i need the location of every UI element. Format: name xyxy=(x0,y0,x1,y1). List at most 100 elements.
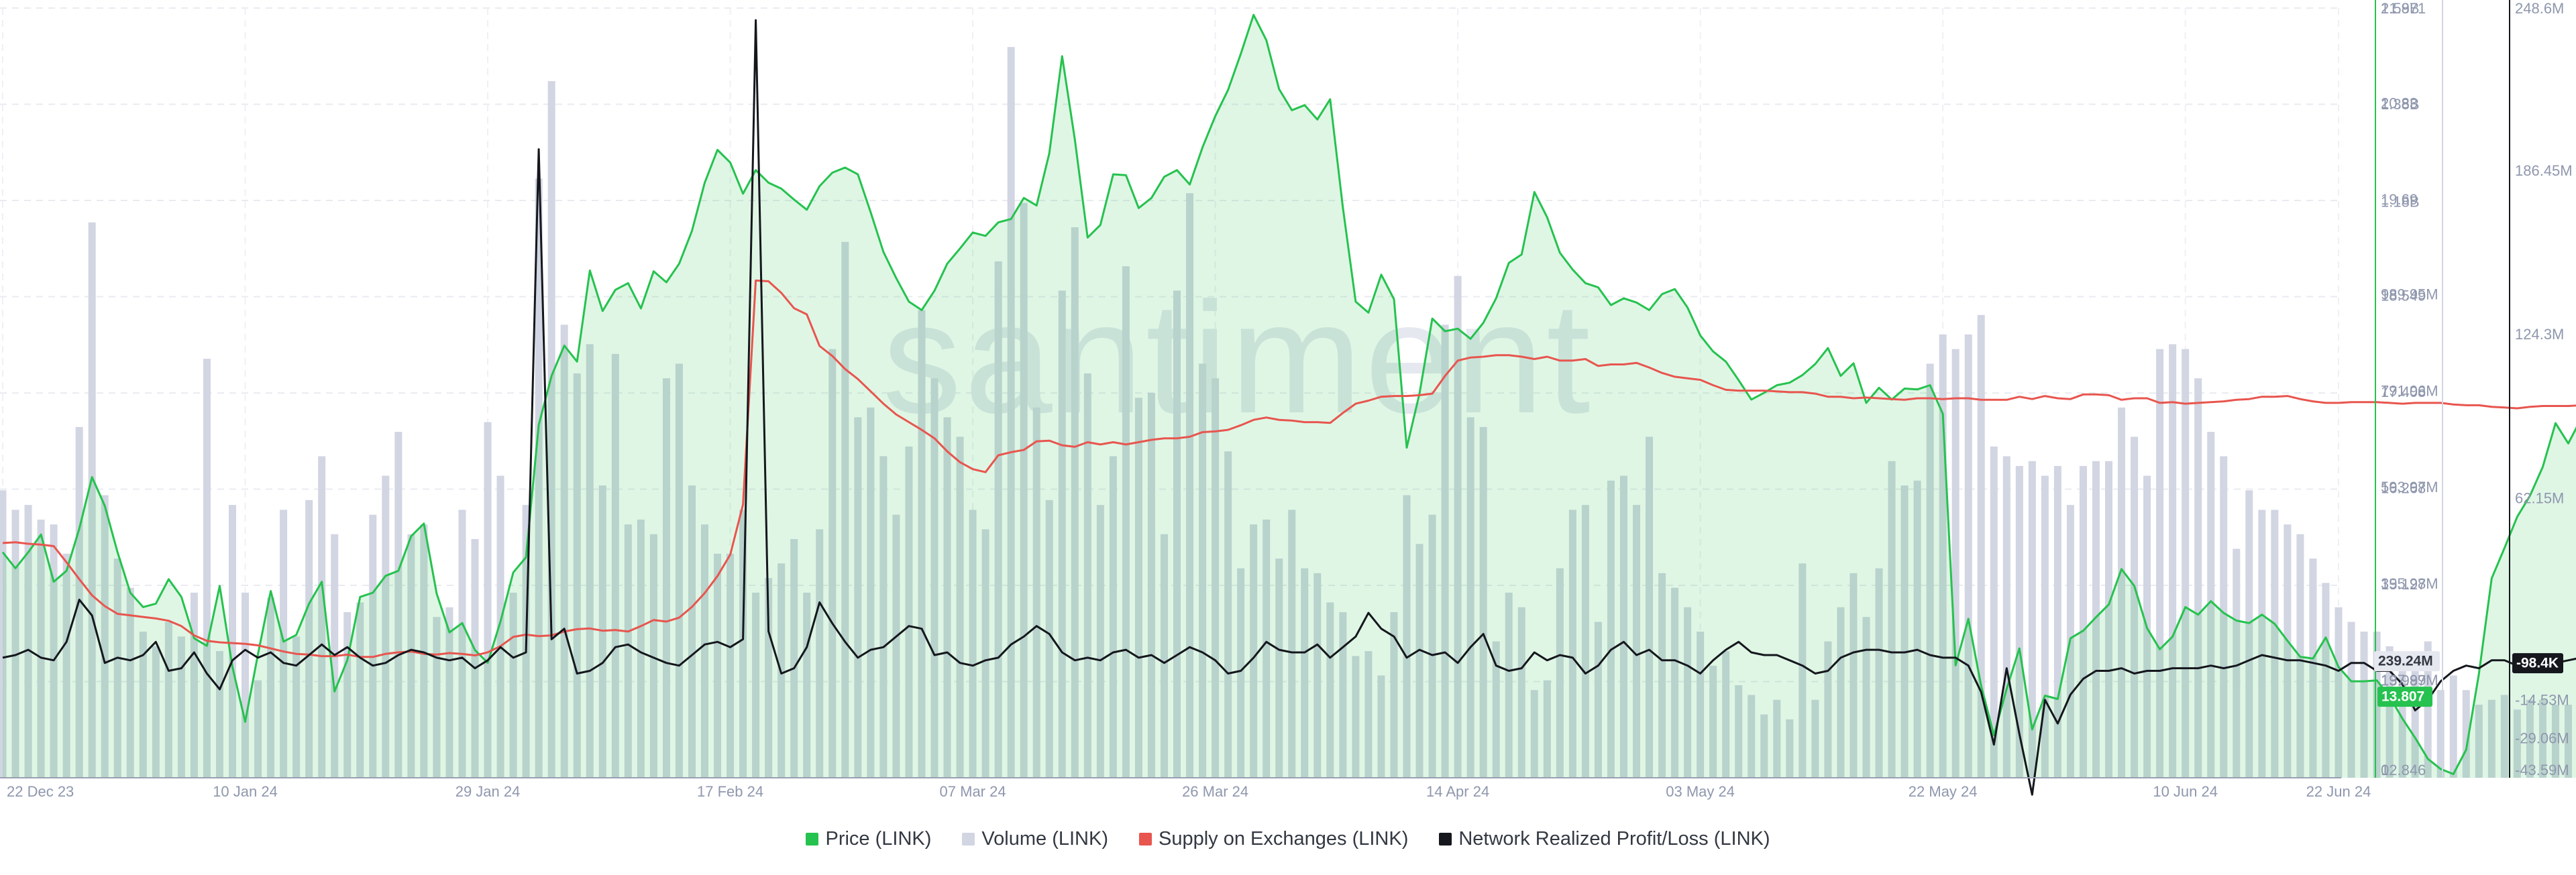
volume-bar xyxy=(1926,363,1934,778)
volume-bar xyxy=(1352,656,1360,778)
legend: Price (LINK) Volume (LINK) Supply on Exc… xyxy=(0,823,2576,854)
volume-bar xyxy=(2500,695,2508,778)
network-pl-tick-label: 124.3M xyxy=(2515,326,2564,343)
volume-bar xyxy=(2538,699,2546,778)
volume-bar xyxy=(1301,568,1309,778)
volume-bar xyxy=(2411,656,2419,778)
legend-label-network-pl: Network Realized Profit/Loss (LINK) xyxy=(1458,827,1770,850)
volume-bar xyxy=(1824,641,1832,778)
volume-bar xyxy=(2194,378,2202,778)
legend-item-volume[interactable]: Volume (LINK) xyxy=(962,828,1108,850)
volume-tick-label: 197.99M xyxy=(2381,672,2438,689)
volume-bar xyxy=(305,500,313,778)
volume-bar xyxy=(1339,611,1347,778)
volume-bar xyxy=(586,344,594,778)
supply-line xyxy=(2,279,2576,658)
volume-bar xyxy=(1862,617,1870,778)
legend-item-price[interactable]: Price (LINK) xyxy=(806,828,931,850)
volume-bar xyxy=(1134,398,1142,778)
volume-bar xyxy=(1581,505,1589,778)
volume-bar xyxy=(1147,393,1155,778)
volume-bar xyxy=(1250,524,1258,778)
volume-bar xyxy=(2079,465,2087,778)
price-current-badge: 13.807 xyxy=(2381,689,2424,705)
volume-bar xyxy=(2462,690,2470,778)
x-tick-label: 07 Mar 24 xyxy=(940,783,1006,800)
volume-bar xyxy=(1122,266,1130,778)
volume-bar xyxy=(2284,524,2292,778)
volume-bar xyxy=(2015,465,2023,778)
volume-bar xyxy=(611,353,619,778)
volume-bar xyxy=(854,417,862,778)
volume-bar xyxy=(445,607,453,778)
volume-bar xyxy=(1760,714,1768,778)
volume-bar xyxy=(828,349,837,778)
volume-tick-label: 989.95M xyxy=(2381,286,2438,303)
volume-bar xyxy=(2220,456,2228,778)
volume-bar xyxy=(956,436,964,778)
legend-swatch-network-pl xyxy=(1439,832,1452,845)
network-pl-tick-label: -14.53M xyxy=(2515,692,2569,709)
legend-item-network-pl[interactable]: Network Realized Profit/Loss (LINK) xyxy=(1439,828,1770,850)
volume-bar xyxy=(1275,559,1283,778)
volume-bar xyxy=(1900,485,1909,778)
volume-bar xyxy=(2182,349,2190,778)
volume-bar xyxy=(1263,519,1271,778)
volume-bar xyxy=(126,587,134,778)
volume-bar xyxy=(1237,568,1245,778)
x-tick-label: 10 Jan 24 xyxy=(213,783,278,800)
volume-bar xyxy=(2309,559,2317,778)
volume-bar xyxy=(2564,705,2572,778)
volume-bar xyxy=(1505,592,1513,778)
volume-bar xyxy=(1428,514,1436,778)
volume-bar xyxy=(1607,480,1615,778)
price-tick-label: 12.846 xyxy=(2381,762,2426,778)
volume-bar xyxy=(1083,373,1091,778)
volume-bar xyxy=(2360,632,2368,778)
volume-tick-label: 1.58B xyxy=(2381,0,2420,17)
volume-bar xyxy=(2233,548,2241,778)
volume-bar xyxy=(113,559,121,778)
volume-bar xyxy=(2347,622,2355,778)
volume-bar xyxy=(765,578,773,778)
volume-bar xyxy=(1390,611,1398,778)
volume-bar xyxy=(1020,202,1028,778)
volume-bar xyxy=(1441,325,1449,778)
x-tick-label: 22 Jun 24 xyxy=(2306,783,2371,800)
volume-bar xyxy=(11,510,19,778)
volume-bar xyxy=(1058,290,1066,778)
volume-bar xyxy=(1492,641,1500,778)
volume-bar xyxy=(1773,699,1781,778)
legend-swatch-volume xyxy=(962,832,975,845)
volume-bar xyxy=(1964,334,1972,778)
volume-bar xyxy=(1977,314,1985,778)
price-tick-label: 15.127 xyxy=(2381,576,2426,593)
volume-bar xyxy=(1849,573,1858,778)
price-area-fill xyxy=(3,15,2576,778)
legend-item-supply[interactable]: Supply on Exchanges (LINK) xyxy=(1138,828,1408,850)
axes: 21.971 20.83 19.69 18.549 17.408 16.268 15.127… xyxy=(0,0,2573,800)
volume-bar xyxy=(547,80,555,778)
volume-bar xyxy=(714,553,722,778)
volume-bar xyxy=(1007,47,1015,778)
network-pl-line xyxy=(2,19,2576,796)
volume-bar xyxy=(1811,699,1819,778)
volume-bar xyxy=(152,646,160,778)
x-tick-label: 22 Dec 23 xyxy=(7,783,74,800)
volume-bar xyxy=(1722,651,1730,778)
volume-bar xyxy=(752,592,760,778)
volume-bar xyxy=(1415,544,1424,778)
volume-bar xyxy=(0,490,7,778)
volume-bar xyxy=(2028,461,2036,778)
network-pl-current-badge-bg xyxy=(2512,653,2563,674)
volume-bar xyxy=(994,261,1002,778)
volume-bar xyxy=(37,519,45,778)
volume-tick-label: 791.96M xyxy=(2381,382,2438,399)
volume-bar xyxy=(930,378,938,778)
volume-bar xyxy=(190,592,198,778)
volume-bar xyxy=(1697,632,1705,778)
volume-bar xyxy=(2373,632,2381,778)
volume-bar xyxy=(2551,705,2559,778)
volume-bar xyxy=(2526,699,2534,778)
